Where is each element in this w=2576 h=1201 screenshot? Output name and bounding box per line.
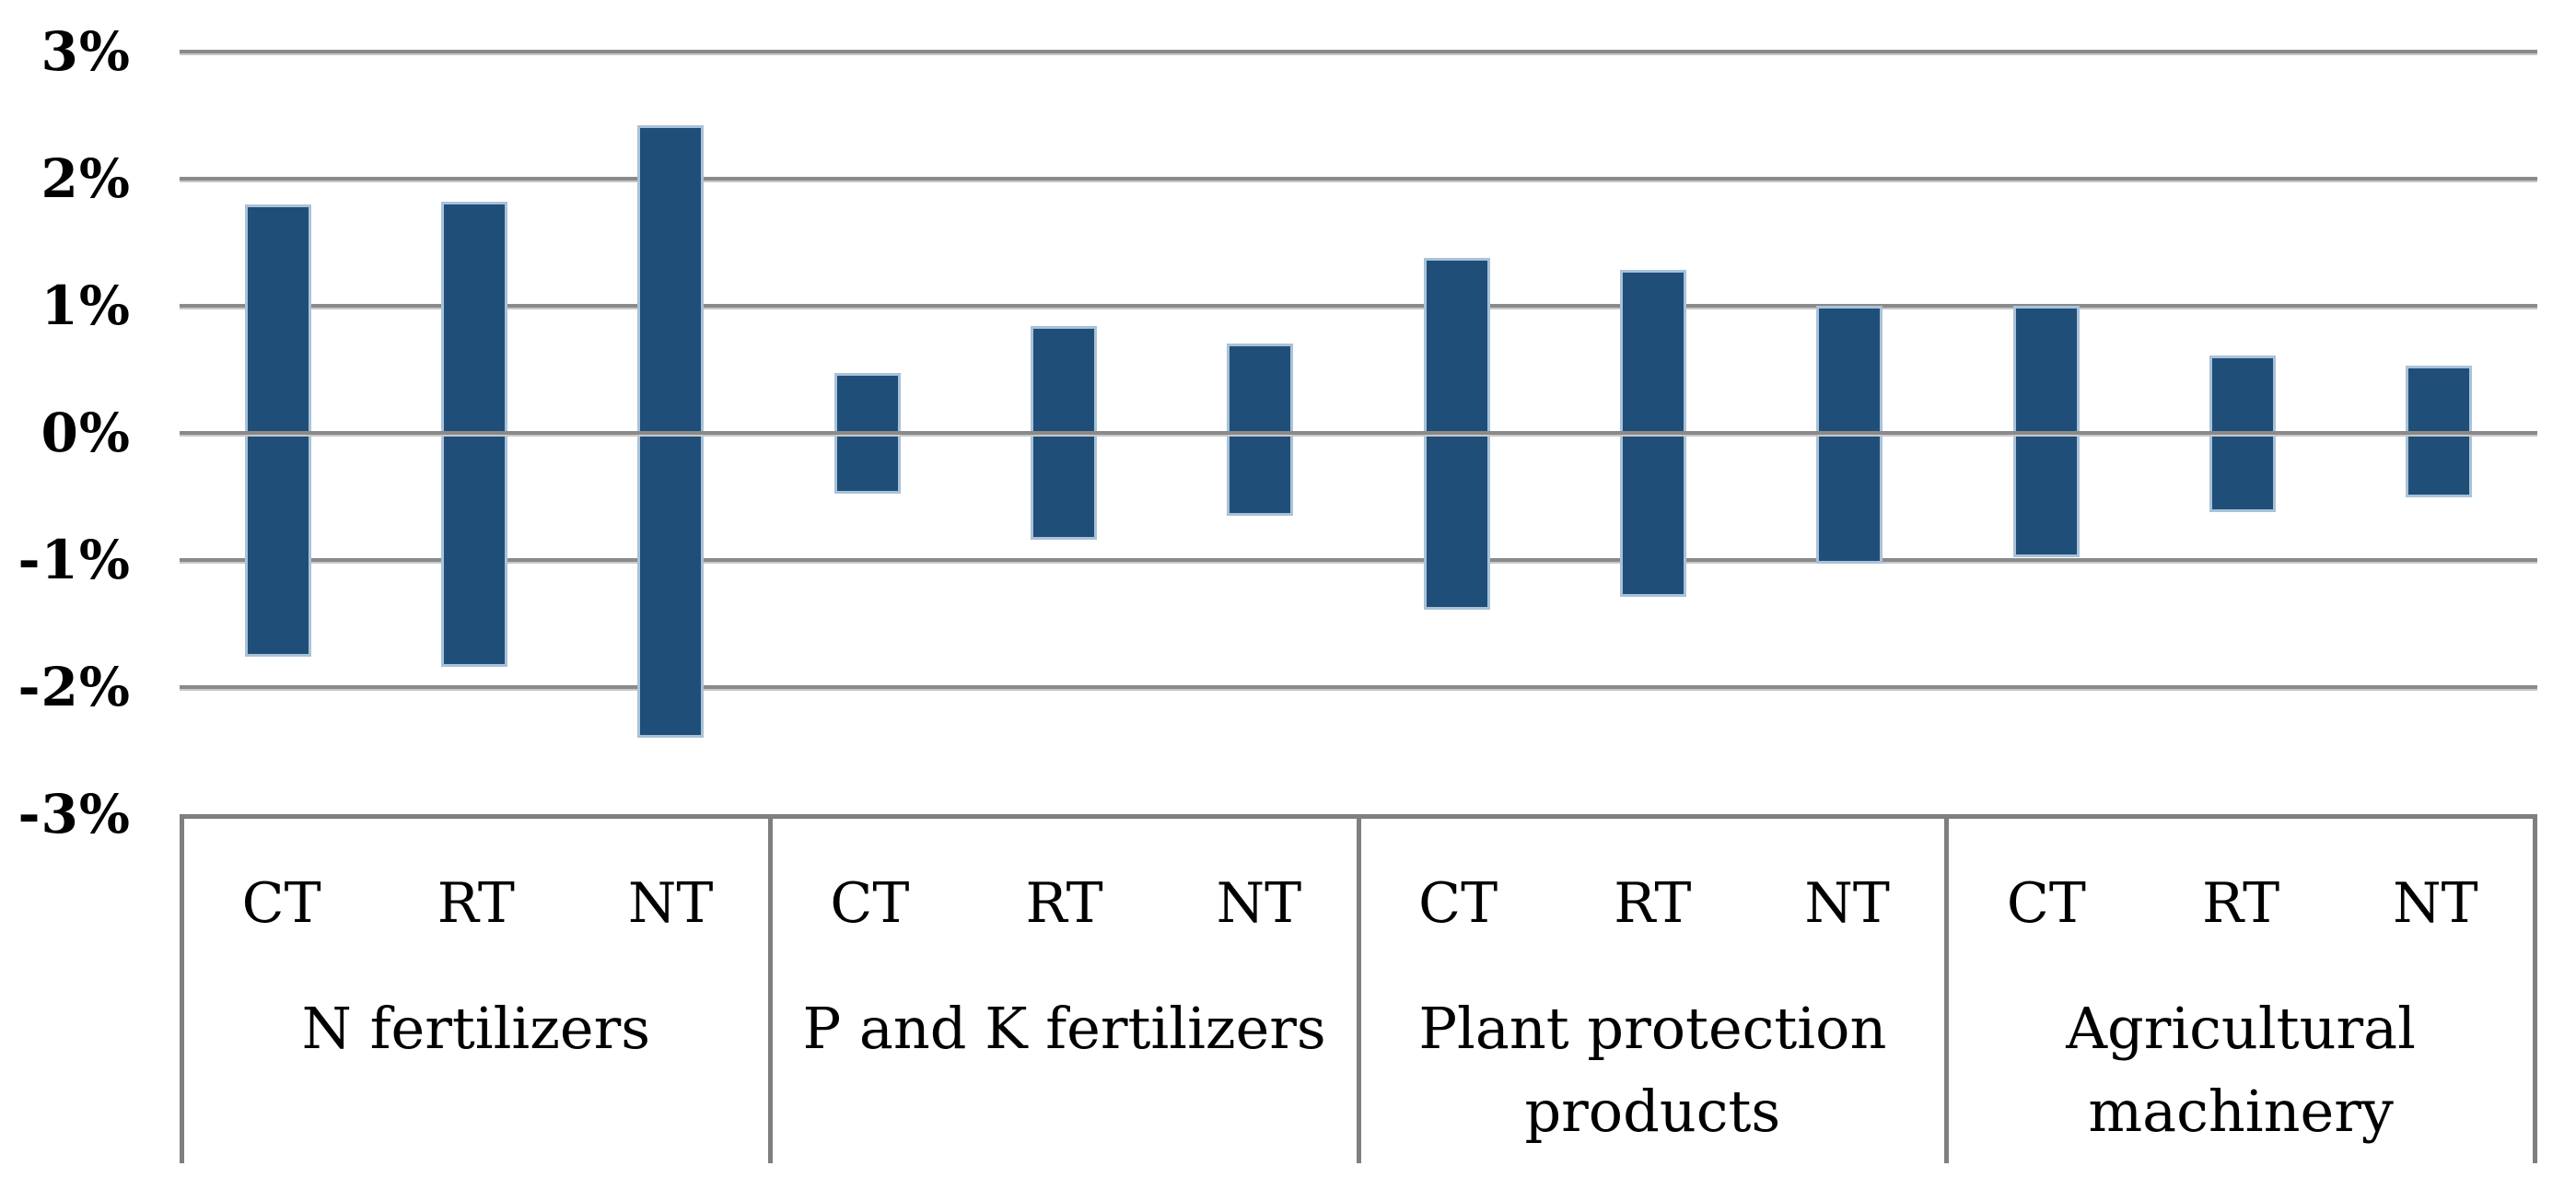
y-tick-label: 0%	[41, 402, 131, 464]
treatment-label: RT	[437, 871, 515, 936]
gridline	[180, 304, 2537, 309]
treatment-label: CT	[1418, 871, 1498, 936]
gridline	[180, 558, 2537, 564]
treatment-label-row: CT RT NT	[773, 876, 1357, 931]
gridline	[180, 177, 2537, 182]
group-label: Plant protection products	[1418, 995, 1887, 1145]
treatment-label: RT	[2202, 871, 2280, 936]
treatment-label: NT	[627, 871, 714, 936]
zero-gridline	[180, 431, 2537, 437]
y-tick-label: -1%	[17, 529, 131, 591]
x-axis-category-box: CT RT NT N fertilizers CT RT NT P and K fertili…	[180, 814, 2537, 1163]
treatment-label-row: CT RT NT	[1361, 876, 1945, 931]
range-bar-p-and-k-fertilizers-nt	[1227, 344, 1294, 516]
treatment-label: NT	[1216, 871, 1302, 936]
group-label: P and K fertilizers	[802, 995, 1326, 1062]
y-tick-label: 2%	[41, 147, 131, 210]
y-tick-label: 3%	[41, 20, 131, 83]
gridline	[180, 685, 2537, 691]
range-bar-n-fertilizers-ct	[244, 204, 311, 657]
treatment-label: CT	[830, 871, 910, 936]
group-label: Agricultural machinery	[2066, 995, 2416, 1145]
y-tick-label: 1%	[41, 274, 131, 337]
treatment-label-row: CT RT NT	[1949, 876, 2533, 931]
category-group-cell: CT RT NT P and K fertilizers	[773, 819, 1361, 1163]
treatment-label: RT	[1614, 871, 1692, 936]
treatment-label-row: CT RT NT	[184, 876, 768, 931]
gridline	[180, 50, 2537, 55]
category-group-cell: CT RT NT N fertilizers	[180, 819, 773, 1163]
treatment-label: NT	[2393, 871, 2478, 936]
treatment-label: CT	[241, 871, 321, 936]
treatment-label: RT	[1025, 871, 1103, 936]
category-group-cell: CT RT NT Plant protection products	[1361, 819, 1950, 1163]
category-group-cell: CT RT NT Agricultural machinery	[1949, 819, 2537, 1163]
group-label: N fertilizers	[301, 995, 651, 1062]
treatment-label: NT	[1804, 871, 1890, 936]
treatment-label: CT	[2006, 871, 2086, 936]
y-tick-label: -2%	[17, 656, 131, 718]
y-tick-label: -3%	[17, 783, 131, 845]
